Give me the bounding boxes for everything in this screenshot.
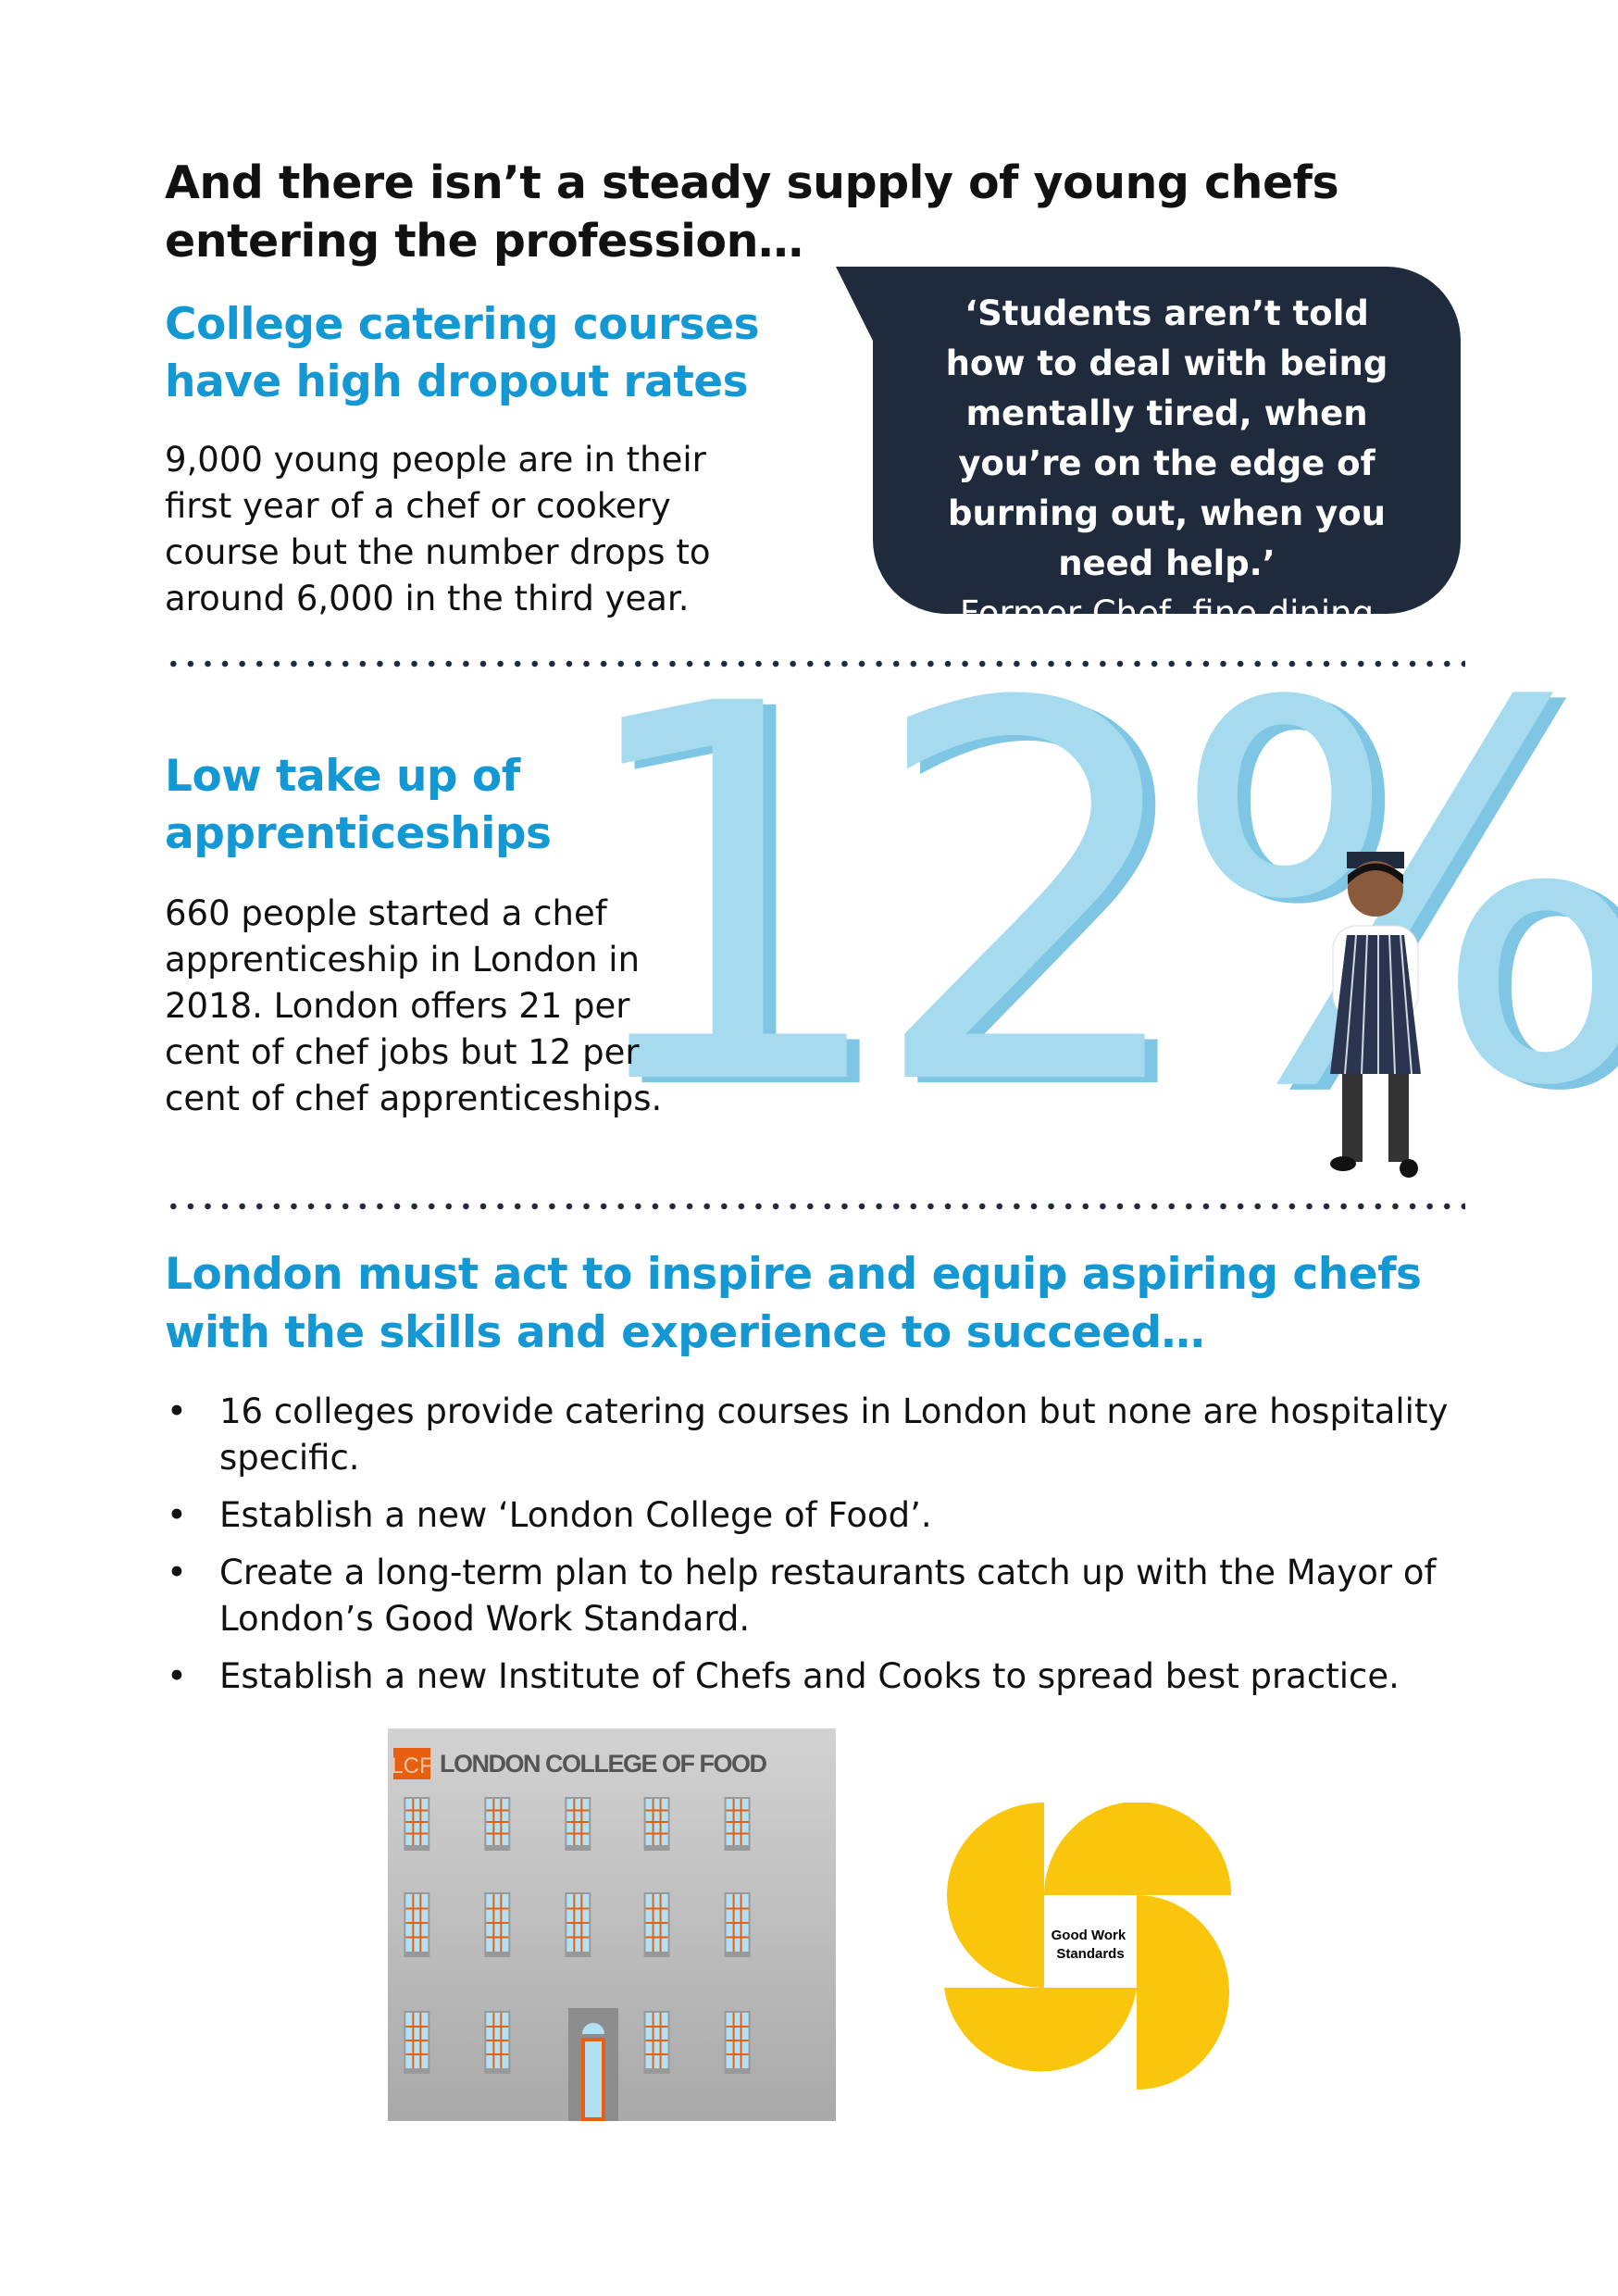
building-sign: LONDON COLLEGE OF FOOD (440, 1750, 766, 1778)
section-title-apprenticeships: Low take up of apprenticeships (165, 751, 552, 859)
quote-attribution: Former Chef, fine dining (959, 593, 1375, 633)
bullet-icon: • (167, 1553, 187, 1592)
section-title-dropout: College catering courses have high dropo… (165, 299, 760, 407)
section-body-dropout: 9,000 young people are in their first ye… (165, 440, 711, 618)
bullet-text: Establish a new Institute of Chefs and C… (219, 1656, 1400, 1696)
bullet-icon: • (167, 1495, 187, 1535)
section-title-act: London must act to inspire and equip asp… (165, 1249, 1422, 1358)
building-badge: LCF (391, 1753, 432, 1778)
list-item: • 16 colleges provide catering courses in… (167, 1389, 1481, 1481)
list-item: • Establish a new ‘London College of Food… (167, 1492, 1481, 1539)
london-college-of-food-building: LCF LONDON COLLEGE OF FOOD (388, 1728, 836, 2121)
list-item: • Establish a new Institute of Chefs and … (167, 1653, 1481, 1700)
good-work-standard-logo: Good Work Standards (944, 1803, 1231, 2090)
page-heading: And there isn’t a steady supply of young… (165, 156, 1339, 268)
chef-illustration (1330, 852, 1421, 1178)
bullet-text: Establish a new ‘London College of Food’… (219, 1495, 932, 1535)
dotted-divider (165, 660, 1465, 668)
big-stat: 12% (565, 596, 1618, 1200)
recommendations-list: • 16 colleges provide catering courses in… (167, 1389, 1481, 1711)
bullet-icon: • (167, 1656, 187, 1696)
dotted-divider-2 (165, 1203, 1465, 1210)
logo-text: Good Work Standards (1052, 1928, 1130, 1962)
list-item: • Create a long-term plan to help restaur… (167, 1550, 1481, 1642)
bullet-icon: • (167, 1391, 187, 1431)
bullet-text: Create a long-term plan to help restaura… (219, 1553, 1437, 1639)
bullet-text: 16 colleges provide catering courses in … (219, 1391, 1449, 1478)
section-body-apprenticeships: 660 people started a chef apprenticeship… (165, 893, 663, 1118)
quote-bubble: ‘Students aren’t told how to deal with b… (873, 267, 1461, 633)
quote-text: ‘Students aren’t told how to deal with b… (945, 293, 1388, 583)
